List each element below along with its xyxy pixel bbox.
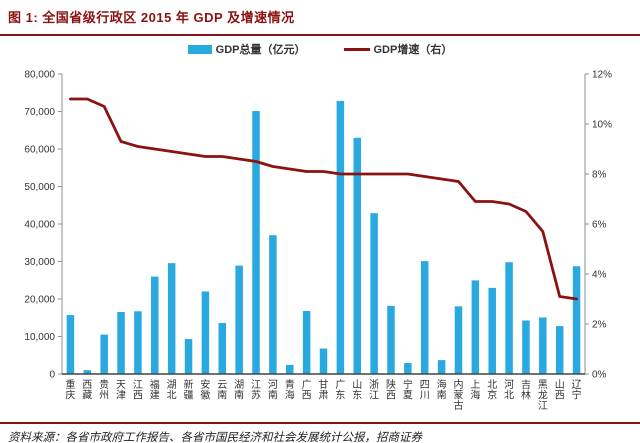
bar-贵州 [100,334,108,374]
category-label-重庆: 重庆 [65,378,75,402]
left-axis-label: 10,000 [24,332,55,343]
bar-辽宁 [572,266,581,374]
category-label-甘肃: 甘肃 [319,378,329,402]
category-label-吉林: 吉林 [521,379,531,402]
category-label-辽宁: 辽宁 [572,379,582,402]
category-label-云南: 云南 [217,380,227,402]
left-axis-label: 60,000 [24,145,55,156]
category-label-河北: 河北 [504,379,514,402]
legend-item-gdp-total: GDP总量（亿元） [187,41,306,57]
right-axis-label: 8% [592,170,607,181]
category-label-广东: 广东 [335,379,345,402]
category-label-福建: 福建 [150,378,160,402]
gdp-growth-line [69,97,578,301]
bar-山东 [353,137,361,374]
right-axis-label: 12% [592,70,612,81]
legend-item-gdp-growth: GDP增速（右） [343,41,453,57]
right-axis-label: 6% [592,220,607,231]
bar-黑龙江 [539,317,547,374]
category-label-新疆: 新疆 [184,378,194,402]
bar-吉林 [522,320,530,374]
category-label-山西: 山西 [555,379,565,402]
left-axis-label: 0 [49,370,55,381]
bar-广西 [302,310,311,374]
chart-legend: GDP总量（亿元） GDP增速（右） [0,36,640,62]
figure-footer: 资料来源：各省市政府工作报告、各省市国民经济和社会发展统计公报，招商证券 [0,422,640,443]
right-axis-label: 0% [592,370,607,381]
bar-湖南 [235,265,243,374]
bar-陕西 [387,305,395,374]
bar-青海 [286,364,294,374]
bar-浙江 [370,213,378,374]
bar-云南 [218,322,227,374]
bar-series-label: GDP总量（亿元） [215,44,306,56]
left-axis-label: 50,000 [24,182,55,193]
category-label-湖南: 湖南 [234,379,244,402]
right-axis-label: 4% [592,270,607,281]
figure-header: 图 1: 全国省级行政区 2015 年 GDP 及增速情况 [0,0,640,36]
bar-新疆 [184,339,193,374]
bar-江西 [134,311,142,374]
bar-福建 [151,276,159,374]
bar-天津 [117,311,125,374]
bar-甘肃 [319,348,328,374]
bar-安徽 [201,291,210,374]
category-label-宁夏: 宁夏 [403,378,413,402]
left-axis-label: 70,000 [24,107,55,118]
bar-湖北 [167,263,176,374]
left-axis-label: 40,000 [24,220,55,231]
category-label-内蒙古: 内蒙古 [453,378,463,412]
bar-北京 [488,287,496,374]
category-label-西藏: 西藏 [82,380,92,402]
category-label-上海: 上海 [470,379,480,402]
bar-江苏 [252,111,260,374]
left-axis-label: 80,000 [24,70,55,81]
category-label-四川: 四川 [420,380,430,402]
category-label-河南: 河南 [268,379,278,402]
category-label-安徽: 安徽 [200,378,210,402]
line-series-swatch [343,47,370,51]
category-label-山东: 山东 [352,379,362,402]
bar-重庆 [66,315,75,374]
category-label-江西: 江西 [133,379,143,402]
category-label-贵州: 贵州 [99,378,109,402]
category-label-天津: 天津 [116,380,126,402]
line-series-label: GDP增速（右） [373,44,453,56]
bar-山西 [555,326,564,374]
bar-宁夏 [404,363,412,374]
bar-广东 [336,100,345,375]
category-label-湖北: 湖北 [167,379,177,402]
gdp-bar-line-chart: 0 10,000 20,000 30,000 40,000 50,000 60,000 70,… [24,70,612,413]
category-label-江苏: 江苏 [251,379,261,402]
right-axis-label: 2% [592,320,607,331]
bar-内蒙古 [454,306,463,374]
category-label-广西: 广西 [302,379,312,402]
chart-area: 0 10,000 20,000 30,000 40,000 50,000 60,000 70,… [0,62,640,422]
bar-上海 [471,280,480,374]
source-note: 资料来源：各省市政府工作报告、各省市国民经济和社会发展统计公报，招商证券 [8,432,422,443]
category-label-青海: 青海 [285,378,295,402]
bar-海南 [437,360,446,374]
left-axis-label: 20,000 [24,295,55,306]
figure-title: 图 1: 全国省级行政区 2015 年 GDP 及增速情况 [8,10,295,25]
bar-河南 [269,235,277,374]
right-axis-label: 10% [592,120,612,131]
category-label-北京: 北京 [487,379,497,402]
category-label-黑龙江: 黑龙江 [538,379,548,412]
bar-四川 [420,261,429,374]
category-label-海南: 海南 [437,378,447,402]
bar-河北 [505,262,513,374]
bar-西藏 [83,370,92,374]
left-axis-label: 30,000 [24,257,55,268]
bar-series-swatch [187,44,212,54]
category-label-陕西: 陕西 [386,378,396,402]
category-label-浙江: 浙江 [369,379,379,402]
